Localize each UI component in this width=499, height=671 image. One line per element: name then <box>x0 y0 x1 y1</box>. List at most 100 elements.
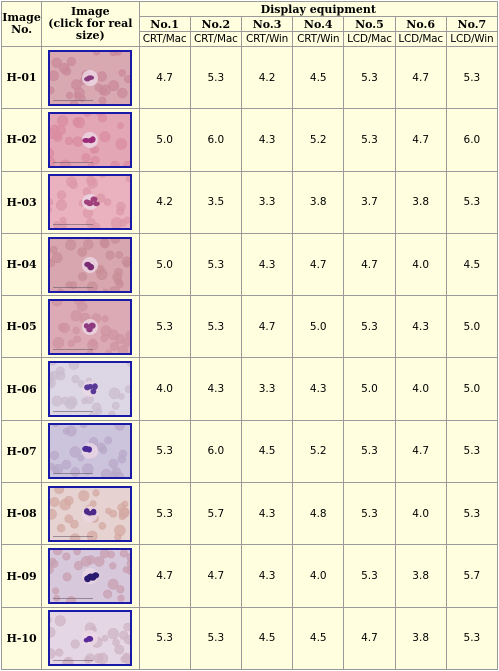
table-row: H-03 4.2 3.5 3.3 3.8 3.7 3.8 5.3 <box>0 170 499 234</box>
equipment-type-header: CRT/Win <box>240 31 294 47</box>
score-cell: 4.7 <box>292 232 345 297</box>
score-cell: 4.5 <box>240 606 294 671</box>
equipment-no-header: No.4 <box>292 16 345 32</box>
equipment-type-header: LCD/Win <box>445 31 499 47</box>
blood-smear-image <box>50 425 131 478</box>
score-cell: 5.3 <box>138 482 191 546</box>
image-header-line1: Image <box>71 5 110 18</box>
score-cell: 5.0 <box>343 357 396 421</box>
score-cell: 4.3 <box>189 357 242 421</box>
image-cell <box>41 482 140 546</box>
image-cell <box>41 419 140 484</box>
score-cell: 4.0 <box>292 544 345 608</box>
score-cell: 5.3 <box>138 295 191 359</box>
score-cell: 5.7 <box>189 482 242 546</box>
score-cell: 6.0 <box>189 108 242 172</box>
image-thumbnail-link[interactable] <box>48 423 133 480</box>
score-cell: 5.3 <box>189 232 242 297</box>
score-cell: 5.3 <box>445 606 499 671</box>
score-cell: 5.3 <box>343 45 396 110</box>
image-cell <box>41 357 140 421</box>
image-id: H-06 <box>0 357 43 421</box>
blood-smear-image <box>50 487 131 540</box>
image-cell <box>41 295 140 359</box>
score-cell: 3.8 <box>394 544 447 608</box>
score-cell: 5.0 <box>445 357 499 421</box>
image-id: H-09 <box>0 544 43 608</box>
image-id: H-05 <box>0 295 43 359</box>
score-cell: 5.3 <box>445 419 499 484</box>
score-cell: 5.3 <box>343 482 396 546</box>
image-header-line2: (click for real <box>48 17 133 30</box>
image-thumbnail-link[interactable] <box>48 298 133 355</box>
blood-smear-image <box>50 51 131 104</box>
score-cell: 3.3 <box>240 357 294 421</box>
score-cell: 5.3 <box>343 108 396 172</box>
image-thumbnail-link[interactable] <box>48 236 133 293</box>
image-thumbnail-link[interactable] <box>48 610 133 667</box>
score-cell: 4.7 <box>343 606 396 671</box>
image-id: H-03 <box>0 170 43 234</box>
score-cell: 4.7 <box>189 544 242 608</box>
table-row: H-08 5.3 5.7 4.3 4.8 5.3 4.0 5.3 <box>0 482 499 546</box>
table-row: H-05 5.3 5.3 4.7 5.0 5.3 4.3 5.0 <box>0 295 499 359</box>
blood-smear-image <box>50 176 131 229</box>
image-thumbnail-link[interactable] <box>48 361 133 418</box>
score-cell: 5.3 <box>189 45 242 110</box>
image-id: H-07 <box>0 419 43 484</box>
score-cell: 5.2 <box>292 108 345 172</box>
blood-smear-image <box>50 612 131 665</box>
equipment-type-header: CRT/Win <box>292 31 345 47</box>
score-cell: 5.0 <box>292 295 345 359</box>
score-cell: 5.2 <box>292 419 345 484</box>
score-cell: 3.8 <box>394 170 447 234</box>
score-cell: 4.8 <box>292 482 345 546</box>
score-cell: 4.7 <box>138 544 191 608</box>
score-cell: 3.8 <box>394 606 447 671</box>
score-cell: 4.3 <box>240 544 294 608</box>
table-row: H-01 4.7 5.3 4.2 4.5 5.3 4.7 5.3 <box>0 45 499 110</box>
image-thumbnail-link[interactable] <box>48 49 133 106</box>
image-no-header-line2: No. <box>11 23 33 36</box>
score-cell: 4.0 <box>138 357 191 421</box>
image-cell <box>41 544 140 608</box>
score-cell: 3.7 <box>343 170 396 234</box>
score-cell: 4.2 <box>138 170 191 234</box>
image-id: H-04 <box>0 232 43 297</box>
score-cell: 6.0 <box>445 108 499 172</box>
equipment-no-header: No.1 <box>138 16 191 32</box>
score-cell: 4.5 <box>445 232 499 297</box>
score-cell: 4.7 <box>240 295 294 359</box>
image-no-header-line1: Image <box>2 11 41 24</box>
score-cell: 5.0 <box>138 108 191 172</box>
score-cell: 4.2 <box>240 45 294 110</box>
score-cell: 5.0 <box>138 232 191 297</box>
image-thumbnail-link[interactable] <box>48 548 133 605</box>
score-cell: 3.8 <box>292 170 345 234</box>
score-cell: 5.3 <box>343 419 396 484</box>
image-cell <box>41 606 140 671</box>
score-cell: 3.3 <box>240 170 294 234</box>
image-thumbnail-link[interactable] <box>48 111 133 168</box>
score-cell: 5.3 <box>445 482 499 546</box>
score-cell: 4.3 <box>394 295 447 359</box>
blood-smear-image <box>50 238 131 291</box>
image-cell <box>41 45 140 110</box>
score-cell: 4.5 <box>292 606 345 671</box>
table-row: H-06 4.0 4.3 3.3 4.3 5.0 4.0 5.0 <box>0 357 499 421</box>
score-cell: 4.0 <box>394 357 447 421</box>
image-thumbnail-link[interactable] <box>48 485 133 542</box>
image-no-header: Image No. <box>0 1 43 47</box>
score-cell: 4.0 <box>394 482 447 546</box>
blood-smear-image <box>50 550 131 603</box>
image-thumbnail-link[interactable] <box>48 174 133 231</box>
table-row: H-09 4.7 4.7 4.3 4.0 5.3 3.8 5.7 <box>0 544 499 608</box>
score-cell: 5.3 <box>445 45 499 110</box>
blood-smear-image <box>50 113 131 166</box>
blood-smear-image <box>50 300 131 353</box>
score-cell: 4.7 <box>138 45 191 110</box>
equipment-type-header: CRT/Mac <box>138 31 191 47</box>
image-id: H-01 <box>0 45 43 110</box>
image-cell <box>41 232 140 297</box>
